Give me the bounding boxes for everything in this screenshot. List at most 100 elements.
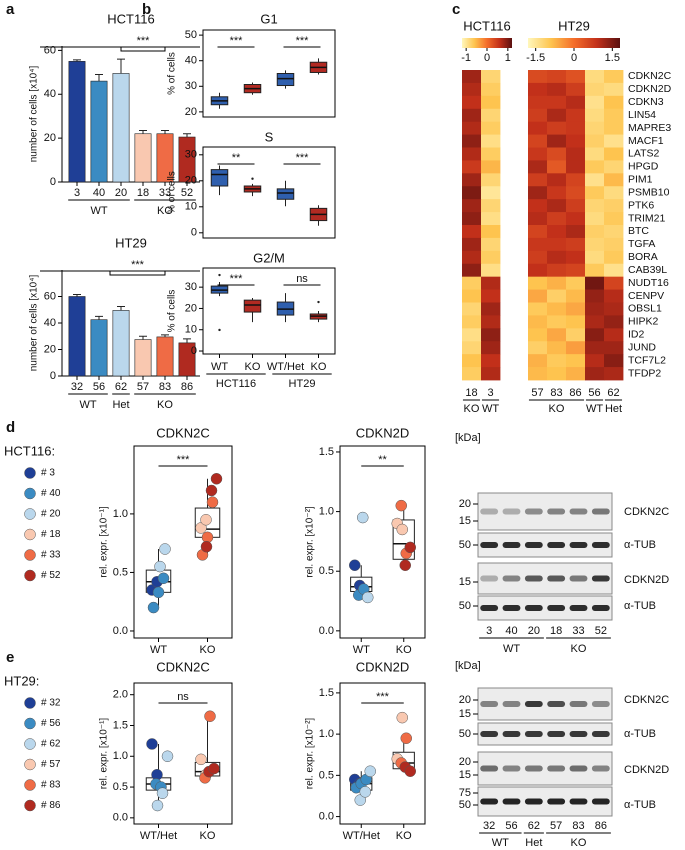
bar <box>68 296 86 377</box>
y-tick-label: 1.0 <box>113 508 128 520</box>
chart-title: CDKN2D <box>356 425 409 440</box>
legend-swatch <box>24 569 36 582</box>
heatmap-cell <box>528 237 548 252</box>
heatmap-cell <box>604 160 624 174</box>
x-tick-label: WT/Het <box>140 830 177 842</box>
heatmap-cell <box>462 212 482 226</box>
heatmap-cell <box>585 237 605 252</box>
blot-band <box>502 542 521 548</box>
heatmap-cell <box>528 250 548 265</box>
lane-label: 32 <box>483 820 495 832</box>
y-tick-label: 0.0 <box>319 625 334 637</box>
heatmap-cell <box>462 82 482 97</box>
blot-unit: [kDa] <box>455 660 481 672</box>
heatmap-cell <box>462 263 482 278</box>
blot-band <box>480 731 499 737</box>
marker-label: 20 <box>459 694 471 706</box>
heatmap-cell <box>604 289 624 303</box>
heatmap-cell <box>528 263 548 278</box>
outlier <box>317 300 320 304</box>
blot-band <box>547 731 566 737</box>
y-axis-label: number of cells [x10⁴] <box>29 274 40 371</box>
data-point <box>154 560 166 573</box>
y-tick-label: 40 <box>44 88 56 100</box>
marker-label: 20 <box>459 498 471 510</box>
y-tick-label: 1.0 <box>319 505 334 517</box>
bar <box>90 319 108 377</box>
lane-label: 56 <box>505 820 517 832</box>
lane-label: 52 <box>595 625 607 637</box>
x-tick-label: KO <box>245 361 261 373</box>
data-point <box>200 514 212 526</box>
blot-band <box>591 508 610 515</box>
heatmap-cell <box>585 315 605 329</box>
y-tick-label: 10 <box>185 201 197 213</box>
panel-label: e <box>6 649 14 666</box>
blot-band <box>480 765 499 772</box>
heatmap-cell <box>462 225 482 239</box>
heatmap-cell <box>547 160 567 174</box>
group-label: WT <box>90 205 107 217</box>
error-bar <box>183 338 191 343</box>
heatmap-cell <box>547 147 567 161</box>
error-bar <box>161 334 169 337</box>
heatmap-cell <box>481 328 501 342</box>
legend-label: # 20 <box>41 509 61 520</box>
colorbar-tick-label: 1 <box>505 52 511 64</box>
x-tick-label: WT/Het <box>267 361 304 373</box>
group-label: HCT116 <box>216 378 256 390</box>
heatmap-cell <box>528 147 548 161</box>
chart-title: G2/M <box>253 250 285 265</box>
group-label: KO <box>571 643 587 655</box>
band-label: α-TUB <box>624 799 656 811</box>
data-point <box>157 572 170 585</box>
error-bar <box>117 58 125 74</box>
heatmap-cell <box>566 82 586 97</box>
lane-label: 3 <box>486 625 492 637</box>
blot-band <box>569 731 588 737</box>
column-label: 83 <box>550 387 562 399</box>
plot-frame <box>202 29 336 118</box>
data-point <box>161 750 174 763</box>
data-point <box>159 543 171 555</box>
blot-band <box>502 701 521 707</box>
data-point <box>210 473 223 485</box>
blot-band <box>591 605 610 611</box>
legend-title: HT29: <box>4 673 39 688</box>
heatmap-cell <box>566 225 586 239</box>
colorbar-tick-label: 0 <box>484 52 490 64</box>
band-label: CDKN2D <box>624 764 669 776</box>
heatmap-cell <box>604 328 624 342</box>
column-label: 3 <box>487 387 493 399</box>
column-label: 18 <box>465 387 477 399</box>
blot-band <box>591 701 610 707</box>
band-label: CDKN2D <box>624 574 669 586</box>
significance-label: *** <box>376 691 390 703</box>
blot-band <box>524 542 543 548</box>
data-point <box>208 762 220 775</box>
y-tick-label: 1.0 <box>113 750 128 762</box>
column-label: 57 <box>531 387 543 399</box>
panel-label: c <box>452 1 460 18</box>
heatmap-cell <box>462 121 482 135</box>
lane-label: 57 <box>550 820 562 832</box>
legend-swatch <box>24 779 36 791</box>
heatmap-cell <box>528 199 548 213</box>
bar <box>90 80 108 183</box>
blot-band <box>524 605 543 611</box>
blot-band <box>569 605 588 611</box>
row-label: CAB39L <box>628 264 667 276</box>
significance-label: ns <box>177 691 189 703</box>
heatmap-cell <box>547 276 567 290</box>
legend-label: # 83 <box>41 780 61 791</box>
plot-frame <box>133 445 233 639</box>
group-label: WT <box>503 643 520 655</box>
heatmap-cell <box>585 225 605 239</box>
x-tick-label: 56 <box>93 381 105 393</box>
x-tick-label: 18 <box>137 187 149 199</box>
bar <box>134 133 152 183</box>
data-point <box>151 799 164 812</box>
blot-band <box>591 575 610 582</box>
colorbar <box>462 38 512 48</box>
heatmap-cell <box>481 250 501 265</box>
